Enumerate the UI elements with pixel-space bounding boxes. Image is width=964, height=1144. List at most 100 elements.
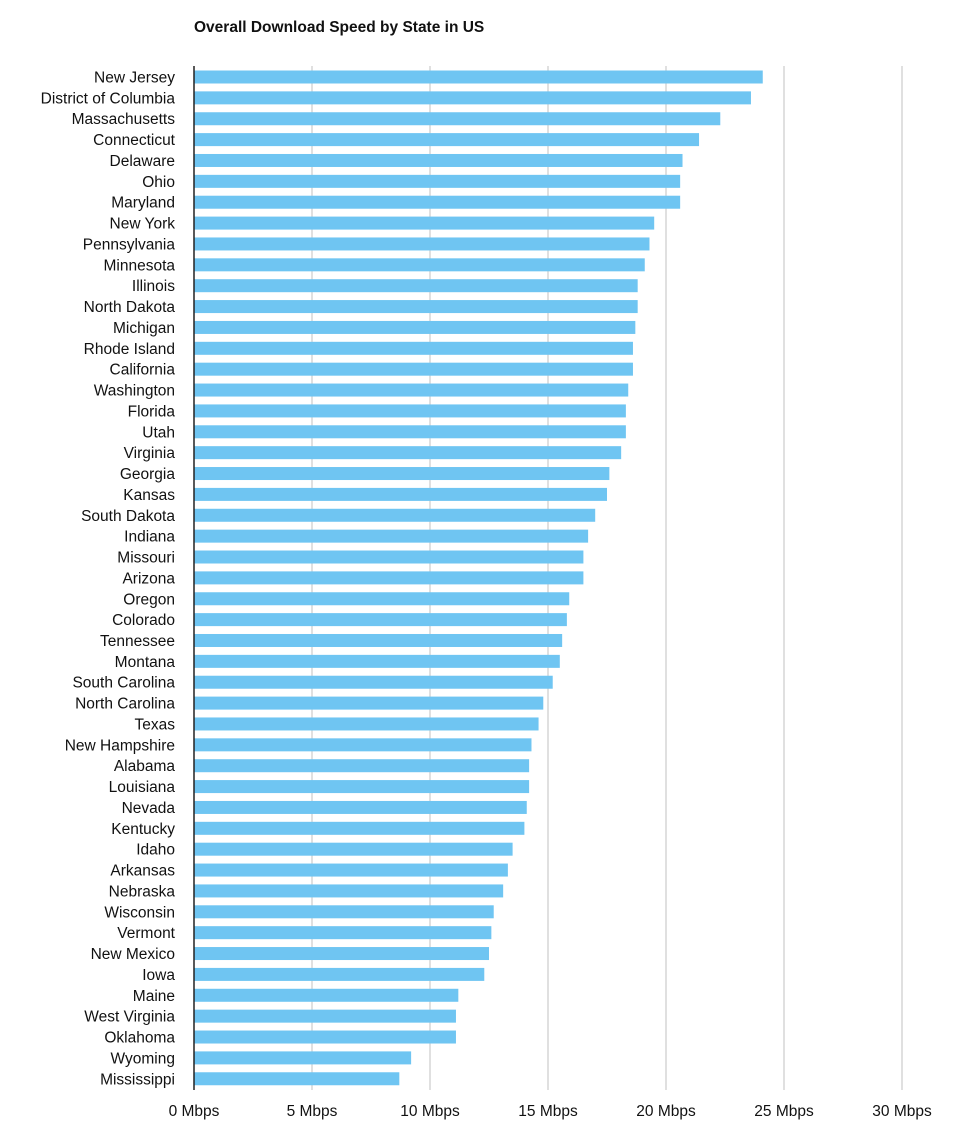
category-label: Delaware bbox=[110, 153, 175, 170]
category-label: New Jersey bbox=[94, 70, 175, 87]
bar bbox=[194, 508, 596, 522]
bar bbox=[194, 654, 560, 668]
chart-title: Overall Download Speed by State in US bbox=[194, 19, 485, 36]
bar bbox=[194, 341, 633, 355]
category-label: South Dakota bbox=[81, 508, 175, 525]
category-label: Wyoming bbox=[111, 1050, 175, 1067]
category-label: Louisiana bbox=[109, 779, 176, 796]
x-tick-label: 15 Mbps bbox=[518, 1103, 578, 1120]
category-label: District of Columbia bbox=[41, 90, 176, 107]
category-label: Virginia bbox=[124, 445, 176, 462]
category-label: Arizona bbox=[122, 570, 175, 587]
category-label: North Carolina bbox=[75, 696, 175, 713]
category-label: Maine bbox=[133, 988, 175, 1005]
bar bbox=[194, 529, 589, 543]
bar bbox=[194, 446, 622, 460]
bar bbox=[194, 320, 636, 334]
bar bbox=[194, 1009, 456, 1023]
category-label: West Virginia bbox=[84, 1009, 175, 1026]
category-label: Nevada bbox=[122, 800, 176, 817]
bar bbox=[194, 696, 544, 710]
x-tick-label: 0 Mbps bbox=[169, 1103, 220, 1120]
bar bbox=[194, 237, 650, 251]
bar bbox=[194, 467, 610, 481]
category-label: Kansas bbox=[123, 487, 175, 504]
x-tick-labels: 0 Mbps 5 Mbps 10 Mbps 15 Mbps 20 Mbps 25 Mbps… bbox=[169, 1103, 932, 1120]
category-labels: New Jersey District of Columbia Massachuse… bbox=[41, 70, 176, 1089]
bar bbox=[194, 821, 525, 835]
category-label: Idaho bbox=[136, 842, 175, 859]
bar bbox=[194, 258, 645, 272]
bar bbox=[194, 404, 626, 418]
category-label: North Dakota bbox=[84, 299, 176, 316]
bar bbox=[194, 362, 633, 376]
category-label: Missouri bbox=[117, 550, 175, 567]
category-label: Indiana bbox=[124, 529, 175, 546]
category-label: Montana bbox=[115, 654, 176, 671]
bar bbox=[194, 1051, 412, 1065]
category-label: California bbox=[110, 362, 176, 379]
category-label: Wisconsin bbox=[104, 904, 175, 921]
bar bbox=[194, 383, 629, 397]
bar bbox=[194, 884, 504, 898]
category-label: Washington bbox=[94, 383, 175, 400]
category-label: Connecticut bbox=[93, 132, 176, 149]
bar bbox=[194, 675, 553, 689]
bar bbox=[194, 425, 626, 439]
bar bbox=[194, 487, 607, 501]
category-label: Arkansas bbox=[110, 863, 175, 880]
bar bbox=[194, 571, 584, 585]
category-label: Nebraska bbox=[109, 883, 176, 900]
bar bbox=[194, 279, 638, 293]
bar bbox=[194, 988, 459, 1002]
category-label: Maryland bbox=[111, 195, 175, 212]
category-label: South Carolina bbox=[72, 675, 175, 692]
bar bbox=[194, 800, 527, 814]
bar bbox=[194, 550, 584, 564]
x-tick-label: 25 Mbps bbox=[754, 1103, 814, 1120]
category-label: Michigan bbox=[113, 320, 175, 337]
category-label: New York bbox=[110, 216, 176, 233]
bar bbox=[194, 1030, 456, 1044]
category-label: Vermont bbox=[117, 925, 175, 942]
category-label: Massachusetts bbox=[72, 111, 176, 128]
category-label: Texas bbox=[135, 716, 176, 733]
bar bbox=[194, 947, 489, 961]
bar bbox=[194, 926, 492, 940]
x-tick-label: 10 Mbps bbox=[400, 1103, 460, 1120]
category-label: Kentucky bbox=[111, 821, 175, 838]
bar bbox=[194, 759, 530, 773]
x-tick-label: 30 Mbps bbox=[872, 1103, 932, 1120]
bar bbox=[194, 112, 721, 126]
category-label: Ohio bbox=[142, 174, 175, 191]
category-label: Oregon bbox=[123, 591, 175, 608]
category-label: Oklahoma bbox=[104, 1030, 175, 1047]
bar bbox=[194, 153, 683, 167]
bar bbox=[194, 216, 655, 230]
category-label: Rhode Island bbox=[84, 341, 175, 358]
bar bbox=[194, 91, 751, 105]
bar bbox=[194, 613, 567, 627]
bar bbox=[194, 738, 532, 752]
category-label: Illinois bbox=[132, 278, 175, 295]
category-label: Alabama bbox=[114, 758, 176, 775]
bar bbox=[194, 1072, 400, 1086]
category-label: Florida bbox=[128, 403, 176, 420]
bar bbox=[194, 905, 494, 919]
bar bbox=[194, 300, 638, 314]
category-label: Minnesota bbox=[103, 257, 175, 274]
x-tick-label: 20 Mbps bbox=[636, 1103, 696, 1120]
bar bbox=[194, 133, 700, 147]
x-tick-label: 5 Mbps bbox=[287, 1103, 338, 1120]
bar bbox=[194, 780, 530, 794]
bar bbox=[194, 967, 485, 981]
category-label: Colorado bbox=[112, 612, 175, 629]
category-label: Mississippi bbox=[100, 1071, 175, 1088]
category-label: Iowa bbox=[142, 967, 175, 984]
category-label: Tennessee bbox=[100, 633, 175, 650]
bar bbox=[194, 195, 681, 209]
bar bbox=[194, 174, 681, 188]
category-label: New Hampshire bbox=[65, 737, 175, 754]
bar bbox=[194, 842, 513, 856]
